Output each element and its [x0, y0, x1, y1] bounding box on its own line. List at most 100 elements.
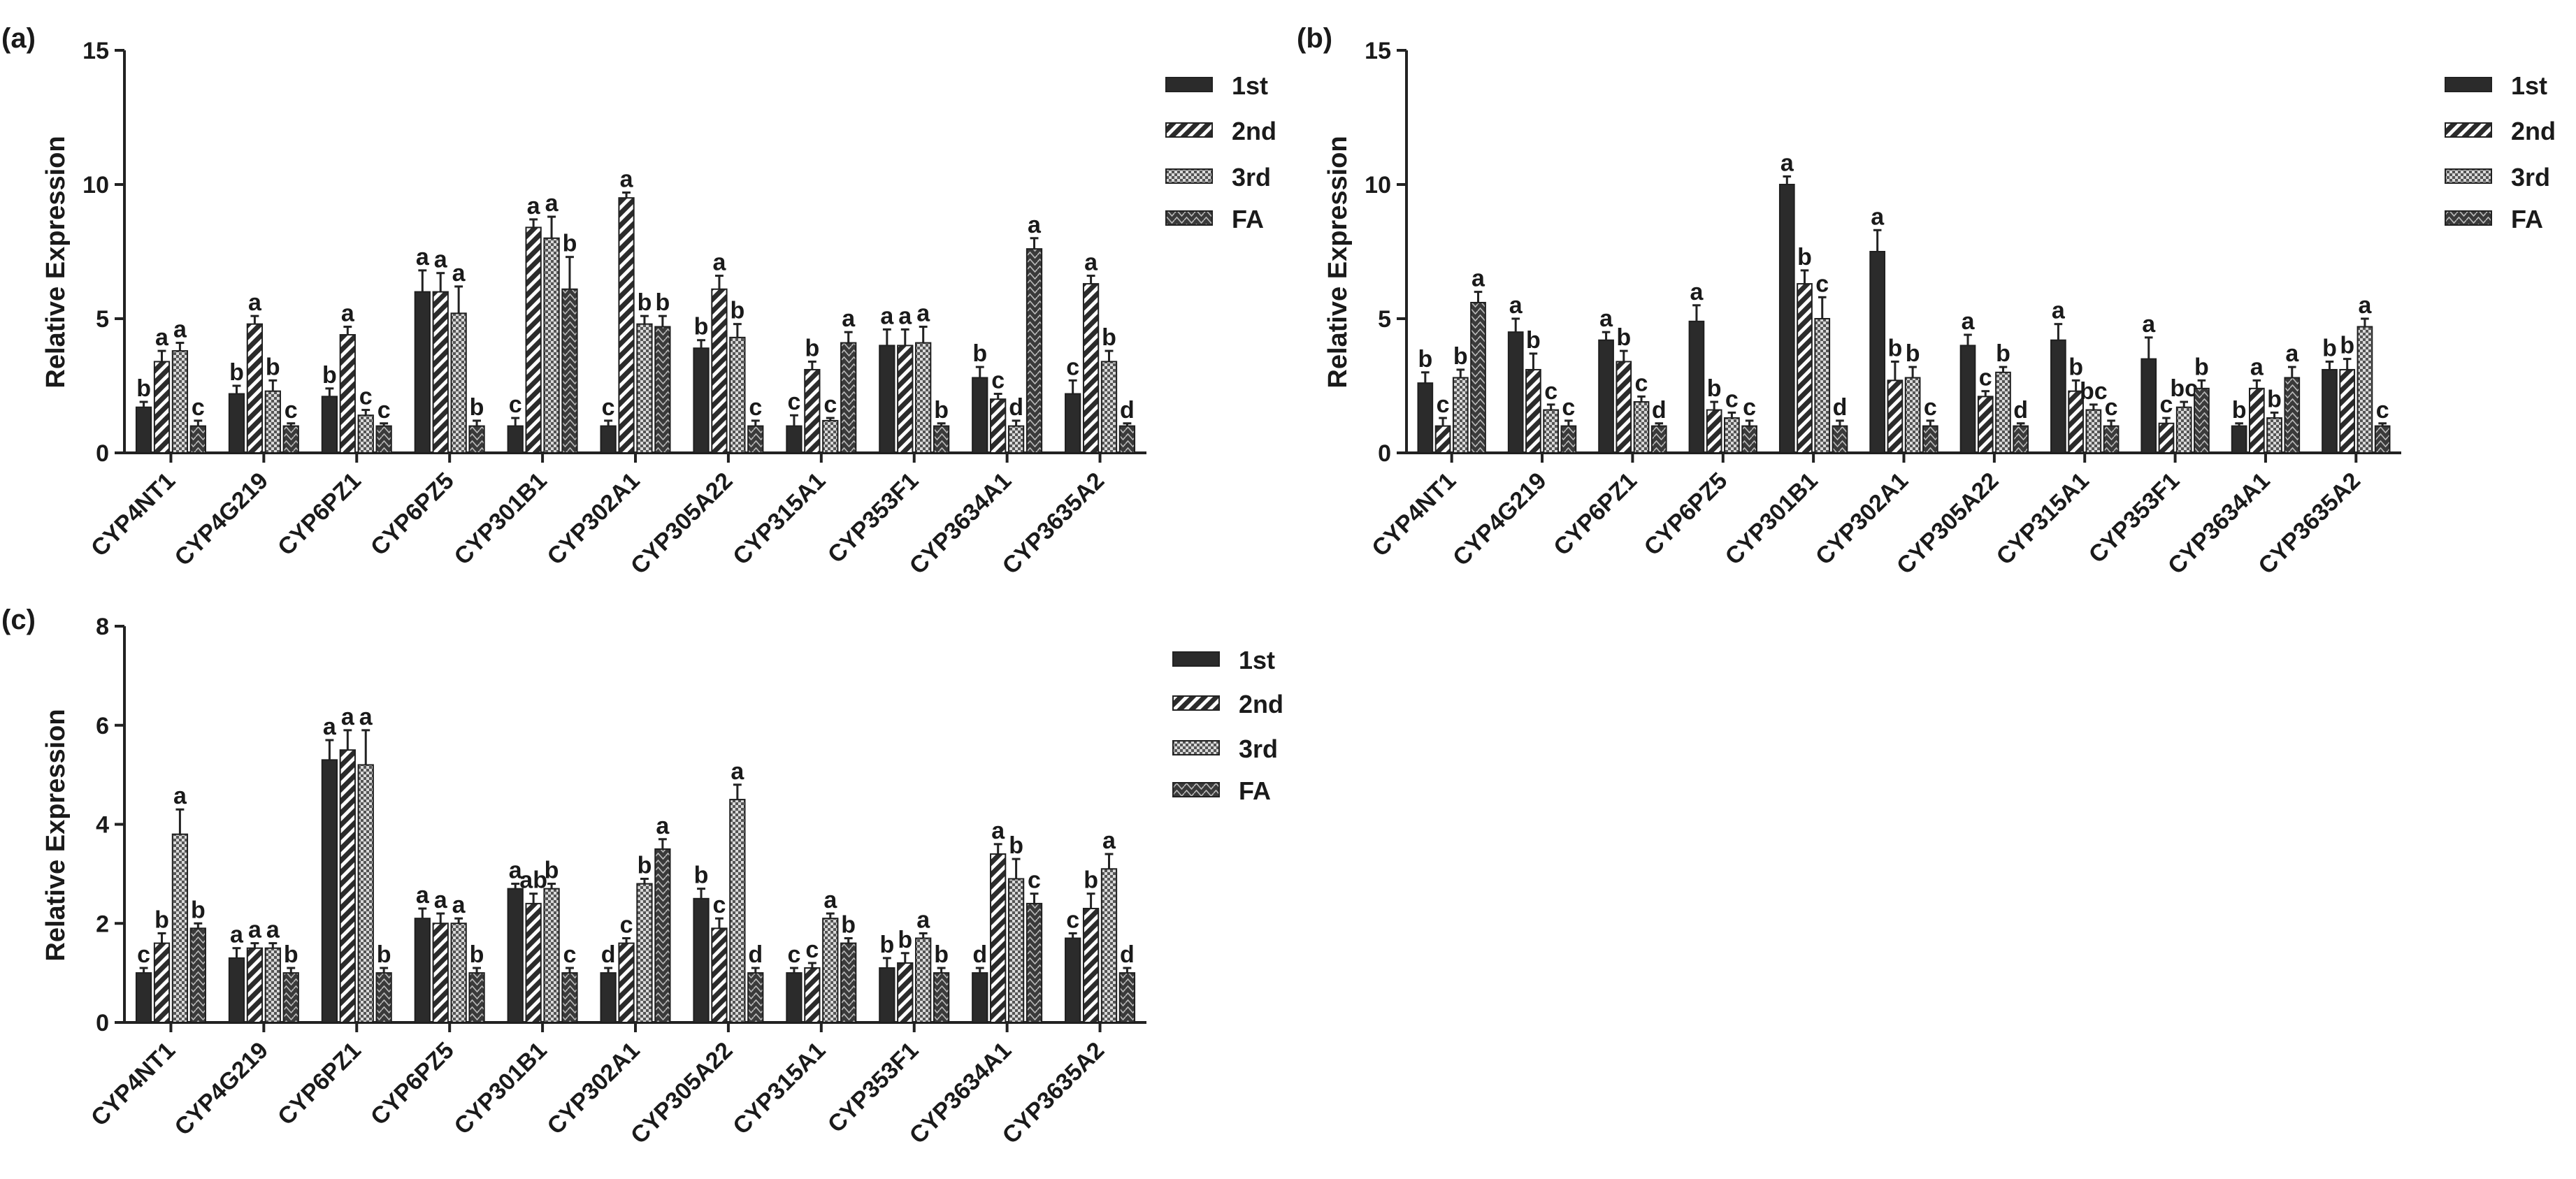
panel-c-legend: 1st 2nd 3rd FA [1172, 646, 1283, 805]
bar-2nd [2158, 422, 2175, 454]
bar-FA [2374, 425, 2391, 454]
bar-FA [933, 972, 950, 1023]
bar-3rd [264, 390, 281, 454]
significance-letter: a [248, 917, 262, 943]
bar-3rd [1814, 318, 1831, 454]
panel-b-label: (b) [1297, 23, 1332, 54]
bar-2nd [432, 923, 449, 1023]
panel-c-label: (c) [1, 605, 36, 635]
significance-letter: d [601, 941, 616, 968]
significance-letter: b [1009, 832, 1023, 859]
bar-3rd [822, 419, 839, 454]
significance-letter: bc [2170, 375, 2198, 402]
significance-letter: b [1084, 867, 1098, 894]
bar-FA [375, 972, 392, 1023]
legend-label-2nd: 2nd [2511, 117, 2556, 145]
bar-3rd [729, 336, 746, 454]
significance-letter: c [1979, 365, 1992, 391]
significance-letter: a [620, 166, 634, 193]
category-label: CYP301B1 [1720, 468, 1823, 570]
significance-letter: a [656, 813, 670, 839]
category-label: CYP6PZ1 [273, 468, 366, 561]
bar-2nd [1977, 396, 1994, 454]
bar-3rd [543, 888, 560, 1023]
legend-swatch-3rd [1172, 740, 1220, 755]
bar-1st [600, 972, 617, 1023]
bar-2nd [1797, 283, 1813, 454]
bar-3rd [1543, 409, 1560, 454]
significance-letter: c [192, 394, 205, 421]
bar-3rd [1904, 377, 1921, 454]
legend-swatch-FA [1172, 782, 1220, 797]
bar-1st [507, 888, 524, 1023]
significance-letter: a [452, 260, 466, 287]
significance-letter: c [1725, 386, 1739, 412]
bar-FA [189, 425, 206, 454]
bar-1st [135, 406, 152, 454]
bar-3rd [729, 799, 746, 1023]
bar-FA [1118, 425, 1136, 454]
significance-letter: b [694, 862, 709, 889]
significance-letter: c [602, 394, 615, 421]
bar-3rd [2356, 326, 2373, 454]
bar-FA [747, 972, 764, 1023]
significance-letter: a [155, 324, 169, 351]
significance-letter: b [2068, 354, 2083, 380]
bar-2nd [1434, 425, 1451, 454]
significance-letter: b [879, 932, 894, 958]
bar-3rd [1100, 868, 1118, 1023]
significance-letter: d [1009, 394, 1023, 421]
legend-swatch-FA [2445, 210, 2492, 226]
significance-letter: c [285, 397, 298, 424]
bar-2nd [618, 197, 635, 454]
bar-2nd [153, 942, 171, 1023]
y-tick-label: 0 [96, 1010, 109, 1036]
bar-2nd [897, 345, 914, 454]
significance-letter: b [655, 289, 670, 316]
significance-letter: b [2340, 333, 2354, 359]
category-label: CYP6PZ5 [366, 468, 459, 561]
bar-FA [561, 972, 578, 1023]
bar-3rd [171, 833, 189, 1024]
significance-letter: b [191, 897, 206, 923]
significance-letter: a [452, 892, 466, 918]
bar-FA [2013, 425, 2029, 454]
legend-label-1st: 1st [2511, 71, 2547, 100]
significance-letter: a [2250, 354, 2264, 380]
significance-letter: a [341, 704, 355, 730]
bar-1st [1869, 251, 1886, 454]
bar-1st [1688, 320, 1705, 454]
bar-2nd [1082, 907, 1100, 1024]
significance-letter: a [173, 317, 187, 343]
y-tick-label: 15 [1365, 38, 1391, 64]
bar-2nd [2339, 368, 2356, 454]
legend-swatch-2nd [2445, 122, 2492, 138]
bar-3rd [1724, 417, 1740, 454]
bar-2nd [1706, 409, 1722, 454]
legend-label-FA: FA [1232, 205, 1264, 233]
bar-1st [1778, 184, 1795, 454]
y-tick-label: 5 [1378, 306, 1391, 333]
significance-letter: a [1962, 308, 1976, 335]
bar-FA [2284, 377, 2301, 454]
significance-letter: b [2194, 354, 2209, 380]
panel-a-y-axis-title: Relative Expression [41, 136, 71, 388]
bar-3rd [2085, 409, 2102, 454]
legend-label-3rd: 3rd [1239, 735, 1278, 763]
bar-FA [561, 288, 578, 454]
significance-letter: a [1690, 279, 1704, 305]
significance-letter: a [266, 917, 280, 943]
bar-2nd [618, 942, 635, 1023]
y-tick-label: 6 [96, 713, 109, 739]
category-label: CYP301B1 [449, 468, 552, 570]
significance-letter: b [694, 314, 709, 340]
significance-letter: c [1028, 867, 1041, 894]
bar-1st [135, 972, 152, 1023]
significance-letter: b [1102, 324, 1116, 351]
bar-1st [879, 967, 895, 1023]
bar-FA [933, 425, 950, 454]
legend-swatch-2nd [1165, 122, 1213, 138]
significance-letter: c [137, 941, 150, 968]
category-label: CYP315A1 [728, 1037, 830, 1140]
significance-letter: a [2285, 340, 2299, 367]
